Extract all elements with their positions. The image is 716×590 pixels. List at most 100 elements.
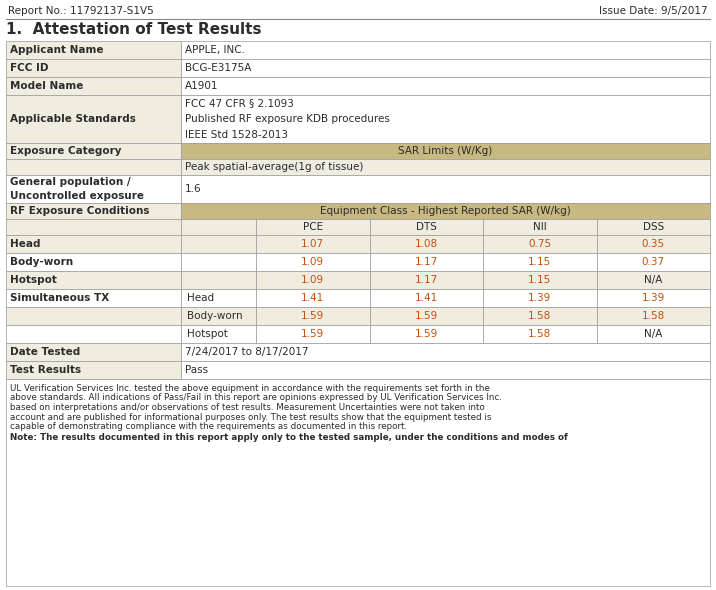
Bar bbox=[181, 41, 710, 59]
Bar bbox=[181, 159, 710, 175]
Text: Body-worn: Body-worn bbox=[187, 311, 243, 321]
Bar bbox=[181, 59, 710, 77]
Bar bbox=[369, 271, 483, 289]
Text: DTS: DTS bbox=[416, 222, 437, 232]
Bar bbox=[181, 325, 256, 343]
Text: APPLE, INC.: APPLE, INC. bbox=[185, 45, 245, 55]
Bar bbox=[256, 235, 369, 253]
Text: 1.41: 1.41 bbox=[301, 293, 324, 303]
Bar bbox=[6, 77, 181, 95]
Text: 1.58: 1.58 bbox=[528, 311, 551, 321]
Bar bbox=[483, 307, 596, 325]
Text: account and are published for informational purposes only. The test results show: account and are published for informatio… bbox=[10, 412, 491, 421]
Text: Test Results: Test Results bbox=[10, 365, 81, 375]
Text: 1.09: 1.09 bbox=[301, 257, 324, 267]
Text: 1.17: 1.17 bbox=[415, 257, 438, 267]
Bar bbox=[483, 219, 596, 235]
Bar bbox=[596, 235, 710, 253]
Bar bbox=[596, 325, 710, 343]
Bar bbox=[6, 219, 181, 235]
Text: 1.07: 1.07 bbox=[301, 239, 324, 249]
Text: Peak spatial-average(1g of tissue): Peak spatial-average(1g of tissue) bbox=[185, 162, 364, 172]
Text: UL Verification Services Inc. tested the above equipment in accordance with the : UL Verification Services Inc. tested the… bbox=[10, 384, 490, 393]
Text: 1.59: 1.59 bbox=[415, 311, 438, 321]
Bar bbox=[181, 235, 256, 253]
Bar bbox=[369, 289, 483, 307]
Bar bbox=[6, 307, 181, 325]
Bar bbox=[483, 289, 596, 307]
Text: Published RF exposure KDB procedures: Published RF exposure KDB procedures bbox=[185, 114, 390, 124]
Text: BCG-E3175A: BCG-E3175A bbox=[185, 63, 251, 73]
Text: Pass: Pass bbox=[185, 365, 208, 375]
Bar bbox=[6, 59, 181, 77]
Bar bbox=[6, 159, 181, 175]
Bar bbox=[6, 289, 181, 307]
Text: above standards. All indications of Pass/Fail in this report are opinions expres: above standards. All indications of Pass… bbox=[10, 394, 502, 402]
Bar bbox=[596, 289, 710, 307]
Text: 1.39: 1.39 bbox=[528, 293, 551, 303]
Bar bbox=[483, 235, 596, 253]
Text: 1.15: 1.15 bbox=[528, 257, 551, 267]
Text: Simultaneous TX: Simultaneous TX bbox=[10, 293, 110, 303]
Bar bbox=[256, 253, 369, 271]
Bar bbox=[6, 379, 710, 586]
Text: Head: Head bbox=[10, 239, 41, 249]
Text: Note: The results documented in this report apply only to the tested sample, und: Note: The results documented in this rep… bbox=[10, 432, 568, 441]
Text: Date Tested: Date Tested bbox=[10, 347, 80, 357]
Text: based on interpretations and/or observations of test results. Measurement Uncert: based on interpretations and/or observat… bbox=[10, 403, 485, 412]
Text: Hotspot: Hotspot bbox=[187, 329, 228, 339]
Text: N/A: N/A bbox=[644, 275, 662, 285]
Text: DSS: DSS bbox=[643, 222, 664, 232]
Bar bbox=[181, 175, 710, 203]
Text: capable of demonstrating compliance with the requirements as documented in this : capable of demonstrating compliance with… bbox=[10, 422, 407, 431]
Bar bbox=[483, 253, 596, 271]
Text: Equipment Class - Highest Reported SAR (W/kg): Equipment Class - Highest Reported SAR (… bbox=[320, 206, 571, 216]
Bar bbox=[6, 253, 181, 271]
Text: 1.17: 1.17 bbox=[415, 275, 438, 285]
Text: 1.15: 1.15 bbox=[528, 275, 551, 285]
Bar bbox=[369, 325, 483, 343]
Text: 1.41: 1.41 bbox=[415, 293, 438, 303]
Text: FCC 47 CFR § 2.1093: FCC 47 CFR § 2.1093 bbox=[185, 98, 294, 108]
Bar bbox=[256, 289, 369, 307]
Text: 7/24/2017 to 8/17/2017: 7/24/2017 to 8/17/2017 bbox=[185, 347, 309, 357]
Text: 1.58: 1.58 bbox=[528, 329, 551, 339]
Bar bbox=[6, 95, 181, 143]
Bar bbox=[596, 271, 710, 289]
Bar bbox=[369, 235, 483, 253]
Text: 1.59: 1.59 bbox=[415, 329, 438, 339]
Text: Hotspot: Hotspot bbox=[10, 275, 57, 285]
Text: RF Exposure Conditions: RF Exposure Conditions bbox=[10, 206, 150, 216]
Text: 1.39: 1.39 bbox=[642, 293, 665, 303]
Bar bbox=[6, 361, 181, 379]
Text: NII: NII bbox=[533, 222, 546, 232]
Bar bbox=[6, 41, 181, 59]
Bar bbox=[181, 77, 710, 95]
Text: 0.75: 0.75 bbox=[528, 239, 551, 249]
Bar bbox=[181, 343, 710, 361]
Text: 1.6: 1.6 bbox=[185, 184, 202, 194]
Text: 1.58: 1.58 bbox=[642, 311, 665, 321]
Bar bbox=[181, 203, 710, 219]
Text: 0.37: 0.37 bbox=[642, 257, 665, 267]
Bar bbox=[6, 325, 181, 343]
Bar bbox=[369, 307, 483, 325]
Bar bbox=[181, 95, 710, 143]
Text: 1.59: 1.59 bbox=[301, 329, 324, 339]
Bar bbox=[256, 271, 369, 289]
Bar bbox=[596, 307, 710, 325]
Text: Applicant Name: Applicant Name bbox=[10, 45, 104, 55]
Bar bbox=[483, 325, 596, 343]
Text: FCC ID: FCC ID bbox=[10, 63, 49, 73]
Bar bbox=[181, 271, 256, 289]
Text: N/A: N/A bbox=[644, 329, 662, 339]
Text: Issue Date: 9/5/2017: Issue Date: 9/5/2017 bbox=[599, 6, 708, 16]
Bar bbox=[6, 203, 181, 219]
Bar bbox=[181, 143, 710, 159]
Bar bbox=[369, 253, 483, 271]
Text: Applicable Standards: Applicable Standards bbox=[10, 114, 136, 124]
Bar bbox=[483, 271, 596, 289]
Text: PCE: PCE bbox=[303, 222, 323, 232]
Bar bbox=[596, 253, 710, 271]
Bar bbox=[6, 235, 181, 253]
